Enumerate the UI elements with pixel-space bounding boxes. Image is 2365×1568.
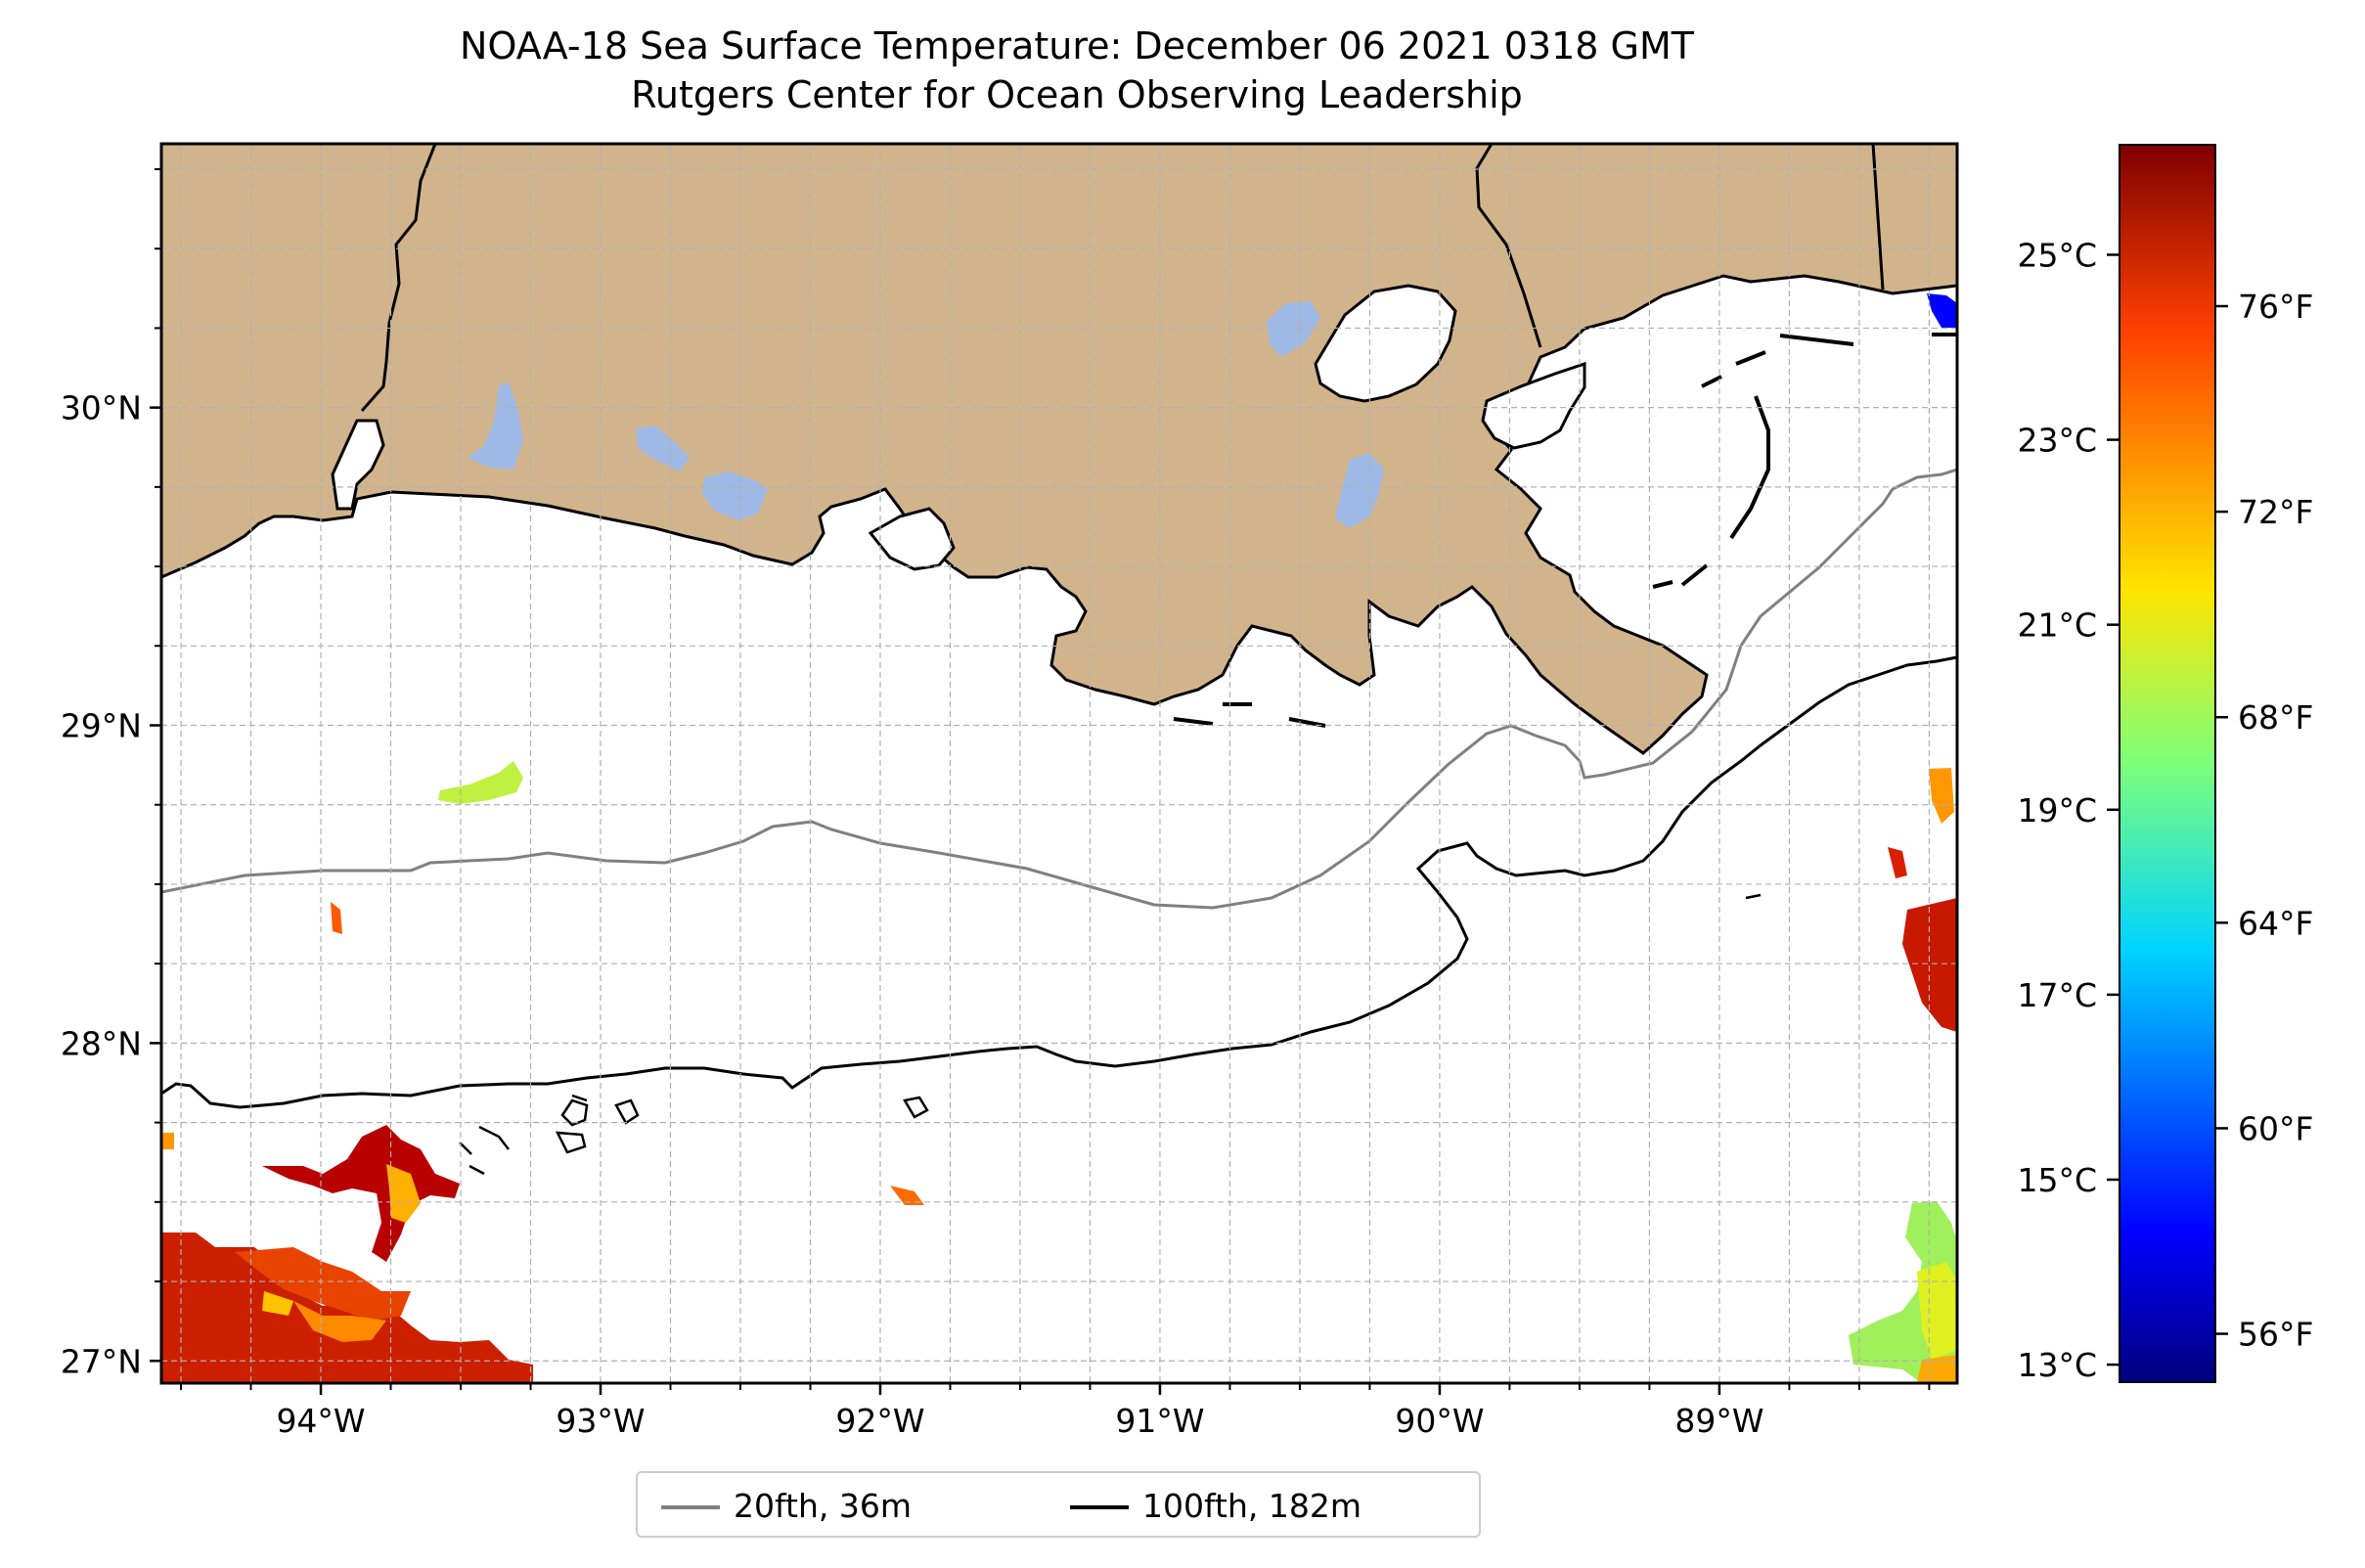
temperature-colorbar bbox=[2119, 144, 2216, 1383]
legend-swatch-gray bbox=[661, 1505, 720, 1509]
contour-legend: 20fth, 36m 100fth, 182m bbox=[636, 1471, 1481, 1538]
inland-lake bbox=[1335, 453, 1384, 528]
legend-label: 100fth, 182m bbox=[1142, 1487, 1361, 1525]
contour-20fth bbox=[161, 468, 1957, 910]
inland-lake bbox=[468, 381, 523, 470]
lake-borgne bbox=[1481, 361, 1586, 450]
map-frame bbox=[159, 142, 1959, 1385]
state-boundary bbox=[1871, 144, 1885, 291]
lat-tick-label: 30°N bbox=[61, 389, 142, 427]
contour-100fth bbox=[161, 655, 1957, 1109]
lon-tick-label: 92°W bbox=[835, 1402, 924, 1440]
inland-lake bbox=[702, 471, 768, 520]
state-boundary bbox=[1475, 144, 1542, 348]
land-mass bbox=[161, 144, 1957, 755]
lon-tick-label: 94°W bbox=[276, 1402, 365, 1440]
legend-swatch-black bbox=[1070, 1505, 1129, 1509]
lat-tick-label: 27°N bbox=[61, 1342, 142, 1380]
axis-ticks: 94°W 93°W 92°W 91°W 90°W 89°W 30°N 29°N 28°N 27°N bbox=[61, 167, 1931, 1440]
lat-tick-label: 28°N bbox=[61, 1024, 142, 1062]
inland-lake bbox=[1267, 301, 1320, 357]
map-title: NOAA-18 Sea Surface Temperature: Decembe… bbox=[0, 22, 2154, 119]
lon-tick-label: 89°W bbox=[1674, 1402, 1763, 1440]
title-line-1: NOAA-18 Sea Surface Temperature: Decembe… bbox=[460, 24, 1694, 67]
sst-data bbox=[161, 293, 1957, 1383]
title-line-2: Rutgers Center for Ocean Observing Leade… bbox=[631, 73, 1523, 116]
lon-tick-label: 90°W bbox=[1395, 1402, 1484, 1440]
gridlines bbox=[161, 144, 1957, 1383]
inland-lake bbox=[636, 426, 690, 471]
vermilion-bay bbox=[868, 507, 956, 571]
lake-pontchartrain bbox=[1314, 284, 1457, 403]
legend-label: 20fth, 36m bbox=[734, 1487, 912, 1525]
reef-outlines bbox=[459, 893, 1762, 1176]
lon-tick-label: 91°W bbox=[1115, 1402, 1204, 1440]
lon-tick-label: 93°W bbox=[556, 1402, 645, 1440]
barrier-islands bbox=[1173, 333, 1956, 728]
sabine-lake bbox=[331, 419, 385, 511]
lat-tick-label: 29°N bbox=[61, 707, 142, 745]
state-boundary bbox=[360, 144, 437, 412]
